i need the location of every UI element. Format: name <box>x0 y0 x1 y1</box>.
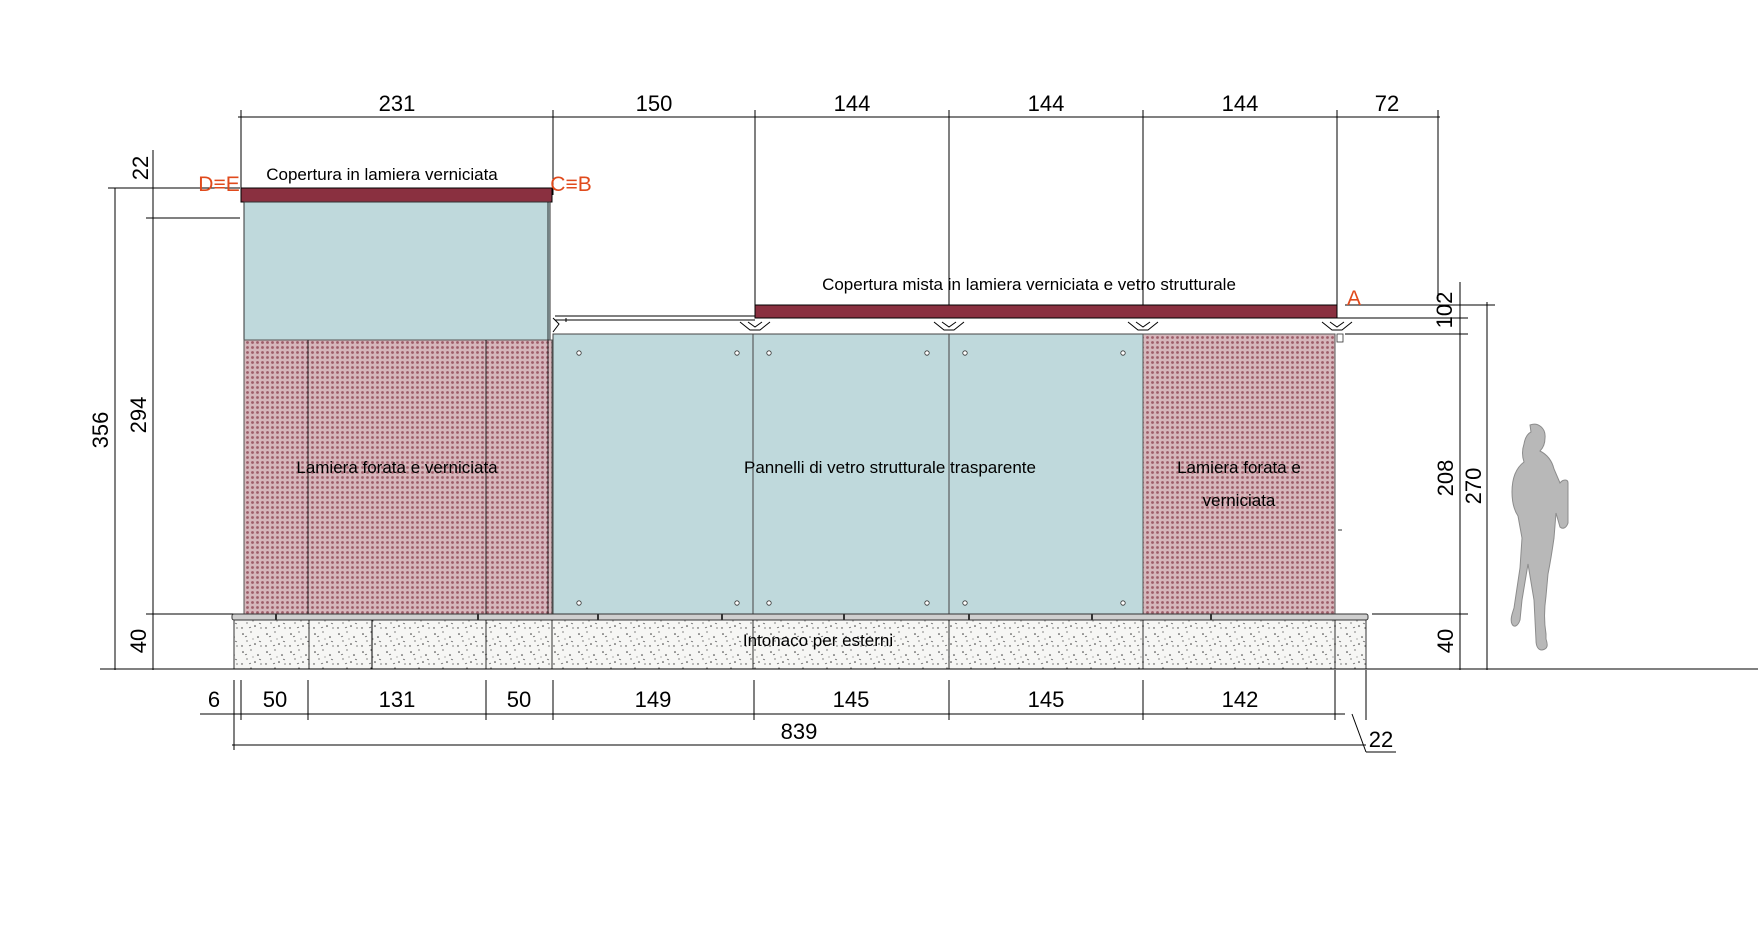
top-dim-4: 144 <box>1028 91 1065 116</box>
mixed-roof: Copertura mista in lamiera verniciata e … <box>552 275 1360 333</box>
left-dim-top: 22 <box>128 156 153 180</box>
right-dim-base: 40 <box>1433 629 1458 653</box>
base-plaster <box>233 619 1367 670</box>
bottom-dimension-chain: 6 50 131 50 149 145 145 142 839 22 <box>200 670 1396 753</box>
top-dim-5: 144 <box>1222 91 1259 116</box>
bottom-dim-8: 142 <box>1222 687 1259 712</box>
label-perforated-right-2: verniciata <box>1203 491 1276 510</box>
left-dim-middle: 294 <box>126 397 151 434</box>
base-plinth: Intonaco per esterni <box>231 613 1369 670</box>
left-block: Copertura in lamiera verniciata Lamiera … <box>240 165 553 615</box>
top-dim-6: 72 <box>1375 91 1399 116</box>
glass-panel-1 <box>552 333 754 615</box>
glass-panels: Pannelli di vetro strutturale trasparent… <box>552 333 1144 615</box>
marker-a: A <box>1347 287 1361 310</box>
right-dim-upper: 102 <box>1432 292 1457 329</box>
right-offset-dim: 22 <box>1369 727 1393 752</box>
glass-panel-2 <box>752 333 950 615</box>
bottom-dim-1: 6 <box>208 687 220 712</box>
marker-de: D≡E <box>198 173 239 196</box>
right-block: Lamiera forata e verniciata <box>1142 333 1344 615</box>
bottom-dim-6: 145 <box>833 687 870 712</box>
left-dim-base: 40 <box>126 629 151 653</box>
label-roof-mixed: Copertura mista in lamiera verniciata e … <box>822 275 1236 294</box>
glass-panel-3 <box>948 333 1144 615</box>
right-perforated-panel <box>1142 333 1336 615</box>
label-base: Intonaco per esterni <box>743 631 893 650</box>
bottom-dim-4: 50 <box>507 687 531 712</box>
human-silhouette-icon <box>1510 423 1569 651</box>
mixed-roof-sheet <box>754 304 1338 319</box>
label-roof-left: Copertura in lamiera verniciata <box>266 165 498 184</box>
top-dim-1: 231 <box>379 91 416 116</box>
right-dimension-chain: 102 208 270 40 <box>1345 282 1495 670</box>
label-perforated-right-1: Lamiera forata e <box>1177 458 1301 477</box>
bottom-dim-2: 50 <box>263 687 287 712</box>
label-glass-panels: Pannelli di vetro strutturale trasparent… <box>744 458 1036 477</box>
top-dim-3: 144 <box>834 91 871 116</box>
right-dim-total: 270 <box>1461 468 1486 505</box>
left-perforated-panel <box>243 339 553 615</box>
label-perforated-left: Lamiera forata e verniciata <box>296 458 498 477</box>
bottom-dim-3: 131 <box>379 687 416 712</box>
bottom-dim-5: 149 <box>635 687 672 712</box>
left-dimension-chain: 22 356 294 40 <box>88 150 240 670</box>
base-cap <box>231 613 1369 621</box>
top-dimension-chain: 231 150 144 144 144 72 <box>238 91 1440 310</box>
left-dim-total: 356 <box>88 412 113 449</box>
right-dim-glass: 208 <box>1433 460 1458 497</box>
bottom-dim-7: 145 <box>1028 687 1065 712</box>
left-upper-glass <box>243 201 551 341</box>
marker-cb: C≡B <box>550 173 591 196</box>
top-dim-2: 150 <box>636 91 673 116</box>
total-dim: 839 <box>781 719 818 744</box>
left-roof <box>240 187 553 203</box>
